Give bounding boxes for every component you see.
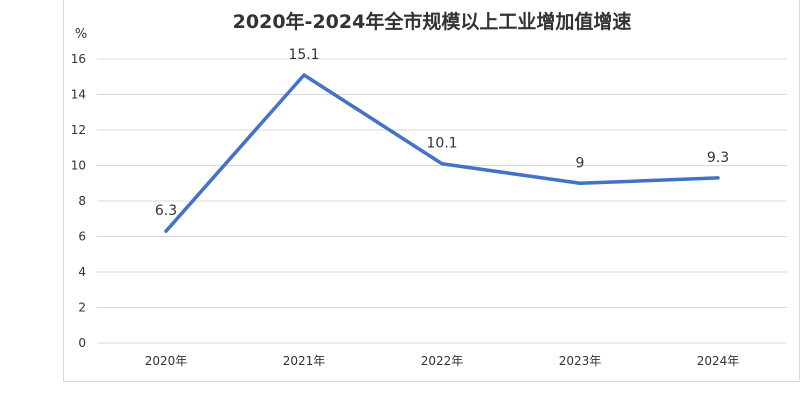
x-tick-label: 2021年 xyxy=(283,354,326,368)
x-tick-label: 2023年 xyxy=(559,354,602,368)
y-axis-ticks: 0 2 4 6 8 10 12 14 16 xyxy=(71,52,86,350)
x-tick-label: 2024年 xyxy=(697,354,740,368)
data-point xyxy=(164,229,168,233)
gridlines xyxy=(97,58,787,344)
data-point xyxy=(440,162,444,166)
chart-title: 2020年-2024年全市规模以上工业增加值增速 xyxy=(233,10,632,33)
data-point xyxy=(302,73,306,77)
y-tick-label: 2 xyxy=(78,301,86,315)
data-label: 10.1 xyxy=(426,136,457,152)
data-label: 9.3 xyxy=(707,150,729,166)
y-axis-unit: % xyxy=(75,27,87,42)
y-tick-label: 16 xyxy=(71,52,86,66)
y-tick-label: 6 xyxy=(78,230,86,244)
data-point xyxy=(716,176,720,180)
data-label: 6.3 xyxy=(155,203,177,219)
chart-frame xyxy=(63,0,800,382)
data-point xyxy=(578,181,582,185)
data-labels: 6.3 15.1 10.1 9 9.3 xyxy=(155,47,729,219)
series-layer xyxy=(164,73,720,233)
x-tick-label: 2020年 xyxy=(145,354,188,368)
data-label: 9 xyxy=(576,155,585,171)
y-tick-label: 12 xyxy=(71,123,86,137)
x-axis-ticks: 2020年 2021年 2022年 2023年 2024年 xyxy=(145,354,740,368)
y-tick-label: 4 xyxy=(78,265,86,279)
y-tick-label: 10 xyxy=(71,159,86,173)
data-label: 15.1 xyxy=(288,47,319,63)
y-tick-label: 14 xyxy=(71,88,86,102)
series-line xyxy=(164,73,720,233)
y-tick-label: 0 xyxy=(78,336,86,350)
y-tick-label: 8 xyxy=(78,194,86,208)
x-tick-label: 2022年 xyxy=(421,354,464,368)
